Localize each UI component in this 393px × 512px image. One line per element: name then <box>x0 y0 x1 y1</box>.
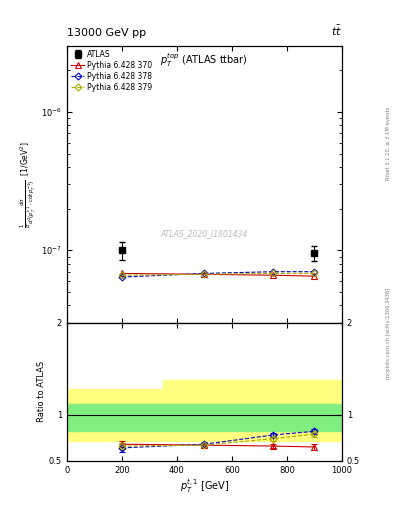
Y-axis label: Ratio to ATLAS: Ratio to ATLAS <box>37 361 46 422</box>
Y-axis label: $\frac{1}{\sigma}\frac{d\sigma}{d^2(p_T^{t,1}\cdot\cot p_T^{-1})}$  [1/GeV$^2$]: $\frac{1}{\sigma}\frac{d\sigma}{d^2(p_T^… <box>19 141 38 228</box>
Text: Rivet 3.1.10, ≥ 3.1M events: Rivet 3.1.10, ≥ 3.1M events <box>386 106 391 180</box>
Text: mcplots.cern.ch [arXiv:1306.3436]: mcplots.cern.ch [arXiv:1306.3436] <box>386 287 391 378</box>
Text: $p_T^{top}$ (ATLAS ttbar): $p_T^{top}$ (ATLAS ttbar) <box>160 52 248 70</box>
Legend: ATLAS, Pythia 6.428 370, Pythia 6.428 378, Pythia 6.428 379: ATLAS, Pythia 6.428 370, Pythia 6.428 37… <box>69 48 154 93</box>
Text: $t\bar{t}$: $t\bar{t}$ <box>331 24 342 38</box>
X-axis label: $p_T^{t,1}$ [GeV]: $p_T^{t,1}$ [GeV] <box>180 477 229 495</box>
Text: ATLAS_2020_I1801434: ATLAS_2020_I1801434 <box>161 229 248 239</box>
Text: 13000 GeV pp: 13000 GeV pp <box>67 28 146 38</box>
